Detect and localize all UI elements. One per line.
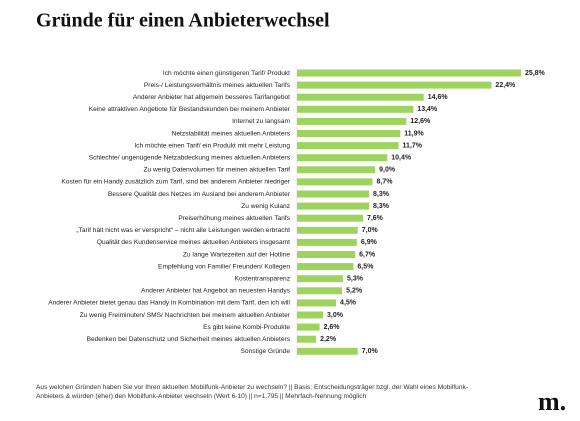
bar <box>297 178 373 186</box>
bar <box>297 154 388 162</box>
value-label: 11,7% <box>403 142 423 149</box>
bar <box>297 251 356 258</box>
logo: m. <box>538 387 566 416</box>
category-label: Zu lange Wartezeiten auf der Hotline <box>183 251 290 258</box>
value-label: 5,2% <box>346 288 363 295</box>
category-label: Bedenken bei Datenschutz und Sicherheit … <box>87 336 291 343</box>
category-label: „Tarif hält nicht was er verspricht“ – n… <box>76 227 290 234</box>
category-label: Ich möchte einen Tarif/ ein Produkt mit … <box>134 142 290 149</box>
category-label: Anderer Anbieter bietet genau das Handy … <box>48 300 290 307</box>
category-label: Schlechte/ ungenügende Netzabdeckung mei… <box>89 154 291 161</box>
bar <box>297 347 358 355</box>
category-label: Empfehlung von Familie/ Freunden/ Kolleg… <box>158 263 290 270</box>
bar <box>297 130 401 137</box>
value-label: 2,6% <box>324 324 341 331</box>
category-label: Zu wenig Kulanz <box>241 203 290 210</box>
bar <box>297 214 363 222</box>
category-label: Netzstabilität meines aktuellen Anbieter… <box>172 130 291 137</box>
footnote: Anbieters & würden (eher) den Mobilfunk-… <box>36 393 367 400</box>
value-label: 11,9% <box>404 130 424 137</box>
bar <box>297 311 324 319</box>
bar <box>297 287 343 295</box>
category-label: Internet zu langsam <box>232 118 290 125</box>
bar <box>297 299 337 307</box>
bar <box>297 335 317 343</box>
category-label: Kosten für ein Handy zusätzlich zum Tari… <box>61 179 290 186</box>
category-label: Bessere Qualität des Netzes im Ausland b… <box>108 191 291 198</box>
value-label: 2,2% <box>320 336 337 343</box>
value-label: 4,5% <box>340 300 357 307</box>
footnote: Aus welchen Gründen haben Sie vor Ihren … <box>36 384 468 391</box>
value-label: 5,3% <box>347 276 364 283</box>
value-label: 8,3% <box>373 203 390 210</box>
bar <box>297 105 414 113</box>
bar <box>297 202 370 210</box>
value-label: 7,0% <box>362 227 379 234</box>
bar <box>297 69 521 77</box>
bar <box>297 190 370 198</box>
category-label: Ich möchte einen günstigeren Tarif/ Prod… <box>163 70 290 77</box>
category-label: Qualität des Kundenservice meines aktuel… <box>97 239 290 246</box>
chart-title: Gründe für einen Anbieterwechsel <box>36 10 330 32</box>
bar <box>297 117 407 125</box>
category-label: Preiserhöhung meines aktuellen Tarifs <box>178 215 290 222</box>
bar <box>297 238 357 246</box>
value-label: 6,5% <box>357 263 374 270</box>
category-label: Zu wenig Freiminuten/ SMS/ Nachrichten b… <box>80 312 291 319</box>
bar <box>297 166 376 174</box>
bar <box>297 263 354 271</box>
value-label: 7,6% <box>367 215 384 222</box>
category-label: Keine attraktiven Angebote für Bestandsk… <box>89 106 291 113</box>
category-label: Anderer Anbieter hat allgemein besseres … <box>133 94 290 101</box>
category-label: Es gibt keine Kombi-Produkte <box>203 324 290 331</box>
bar <box>297 81 492 89</box>
bar <box>297 93 424 101</box>
value-label: 10,4% <box>391 155 412 162</box>
value-label: 22,4% <box>495 82 516 89</box>
category-label: Anderer Anbieter hat Angebot an neuesten… <box>141 288 291 295</box>
value-label: 9,0% <box>379 167 396 174</box>
value-label: 14,6% <box>428 94 449 101</box>
bar <box>297 275 344 283</box>
value-label: 12,6% <box>410 118 431 125</box>
category-label: Kostentransparenz <box>235 275 290 282</box>
value-label: 7,0% <box>362 348 379 355</box>
category-label: Sonstige Gründe <box>241 348 291 355</box>
bar <box>297 226 358 234</box>
category-label: Preis-/ Leistungsverhältnis meines aktue… <box>144 82 291 89</box>
bar <box>297 323 320 331</box>
bar <box>297 142 399 150</box>
value-label: 8,3% <box>373 191 390 198</box>
value-label: 13,4% <box>417 106 438 113</box>
value-label: 6,7% <box>359 251 376 258</box>
category-label: Zu wenig Datenvolumen für meinen aktuell… <box>144 167 291 174</box>
value-label: 3,0% <box>327 312 344 319</box>
value-label: 25,8% <box>525 70 546 77</box>
value-label: 8,7% <box>377 179 394 186</box>
value-label: 6,9% <box>361 239 378 246</box>
